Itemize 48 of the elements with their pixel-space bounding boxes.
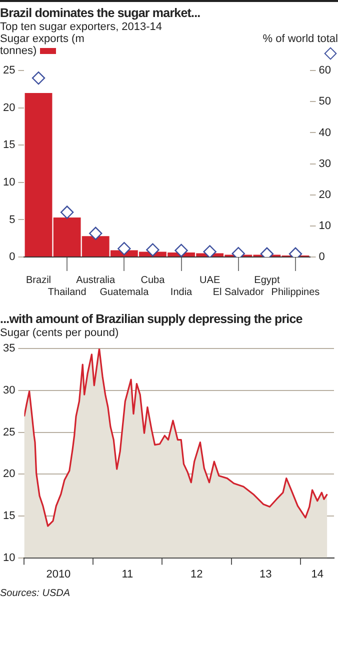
y-tick-label: 5 xyxy=(9,214,16,226)
y-tick-label: 10 xyxy=(2,552,16,564)
y-axis-title: Sugar (cents per pound) xyxy=(0,327,119,339)
y2-tick-label: 0 xyxy=(318,251,325,264)
y2-tick-label: 40 xyxy=(318,126,332,139)
x-tick-label: UAE xyxy=(200,274,220,286)
x-tick-label: Australia xyxy=(76,274,116,286)
y-tick-label: 0 xyxy=(9,251,16,264)
y2-tick-label: 60 xyxy=(318,64,332,77)
y-axis-title: Sugar exports (m tonnes) xyxy=(0,33,84,57)
x-tick-label: 14 xyxy=(311,568,324,580)
x-tick-label: 2010 xyxy=(46,568,71,580)
point xyxy=(60,206,74,219)
x-tick-label: 13 xyxy=(259,568,272,580)
x-tick-label: Philippines xyxy=(271,286,320,298)
y-tick-label: 10 xyxy=(2,176,16,188)
point xyxy=(203,245,216,257)
chart-subtitle: Top ten sugar exporters, 2013-14 xyxy=(0,21,164,33)
chart-title: ...with amount of Brazilian supply depressing the price xyxy=(0,311,304,327)
y-tick-label: 15 xyxy=(2,510,16,522)
point xyxy=(32,71,46,85)
point xyxy=(89,226,102,240)
x-tick-label: Guatemala xyxy=(100,286,150,298)
y2-tick-label: 30 xyxy=(318,158,332,170)
y2-tick-label: 50 xyxy=(318,96,332,108)
x-tick-label: Egypt xyxy=(254,274,280,286)
x-tick-label: Brazil xyxy=(26,274,52,286)
x-tick-label: 12 xyxy=(190,568,203,580)
point xyxy=(174,244,188,257)
x-tick-label: Cuba xyxy=(140,274,166,286)
y-tick-label: 25 xyxy=(2,426,16,438)
x-tick-label: Thailand xyxy=(48,286,86,298)
chart-title: Brazil dominates the sugar market... xyxy=(0,5,202,21)
y2-tick-label: 10 xyxy=(318,220,332,232)
point xyxy=(146,243,160,256)
y-tick-label: 20 xyxy=(2,468,16,480)
y2-axis-title: % of world total xyxy=(262,33,338,45)
y-tick-label: 20 xyxy=(2,102,16,114)
y2-tick-label: 20 xyxy=(318,188,332,201)
y-tick-label: 30 xyxy=(2,384,16,396)
y-tick-label: 35 xyxy=(2,342,16,355)
point xyxy=(118,242,131,256)
x-tick-label: 11 xyxy=(122,568,134,580)
y-tick-label: 15 xyxy=(2,139,16,152)
x-tick-label: El Salvador xyxy=(212,286,265,298)
source-note: Sources: USDA xyxy=(0,588,72,599)
x-tick-label: India xyxy=(170,286,193,298)
y-tick-label: 25 xyxy=(2,64,16,77)
